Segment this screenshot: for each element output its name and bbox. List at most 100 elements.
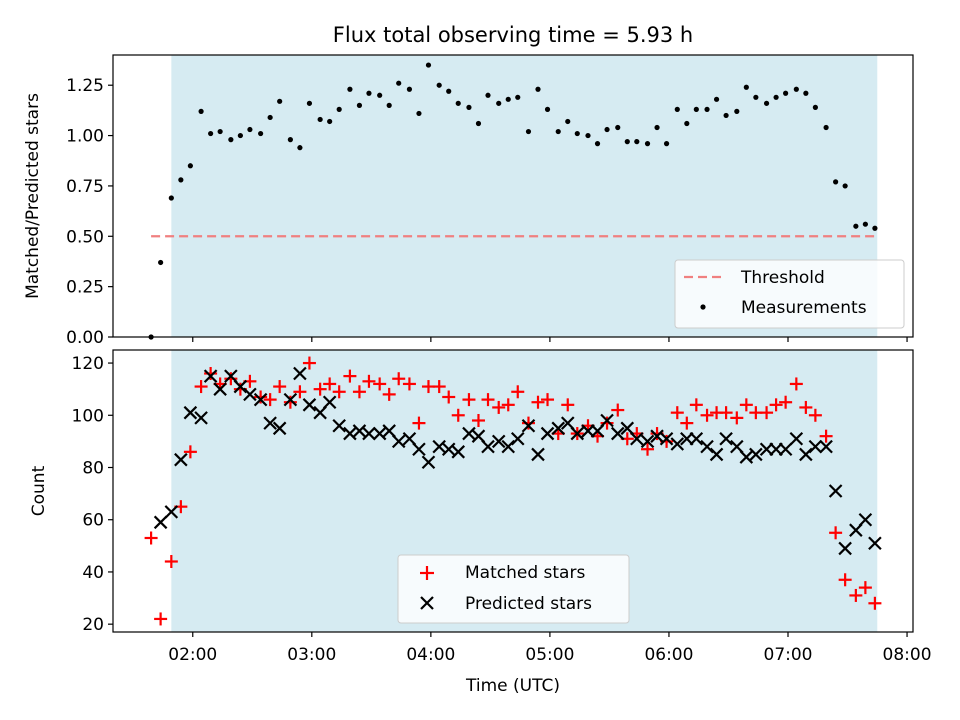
predicted-star-point (183, 405, 198, 420)
y-tick-label: 0.00 (66, 328, 104, 348)
measurement-point (496, 100, 502, 106)
predicted-star-point (194, 411, 208, 425)
predicted-star-point (451, 445, 466, 459)
matched-star-point (332, 385, 346, 399)
predicted-star-point (343, 426, 357, 441)
matched-star-point (313, 382, 327, 396)
matched-star-point (352, 385, 366, 399)
predicted-star-point (441, 442, 456, 457)
predicted-star-point (640, 434, 655, 449)
matched-star-point (521, 416, 535, 430)
predicted-star-point (432, 439, 446, 454)
predicted-star-point (670, 437, 685, 451)
top-legend-box (674, 259, 905, 329)
x-tick-label: 08:00 (883, 645, 932, 665)
matched-star-point (154, 612, 168, 626)
measurement-point (217, 128, 223, 135)
bottom-y-ticks: 20 40 60 80 100 120 (72, 354, 113, 635)
predicted-star-point (540, 426, 555, 441)
predicted-star-point (570, 426, 585, 441)
predicted-star-point (630, 431, 644, 446)
x-tick-label: 05:00 (525, 645, 574, 665)
measurements-legend-swatch (700, 304, 706, 310)
measurement-point (783, 90, 789, 96)
measurement-point (228, 137, 234, 143)
matched-star-point (144, 531, 158, 545)
measurement-point (416, 110, 422, 117)
predicted-star-point (272, 421, 287, 436)
predicted-star-point (709, 447, 724, 462)
matched-star-point (541, 393, 555, 407)
matched-star-point (739, 398, 753, 412)
measurement-point (178, 177, 184, 183)
bottom-panel: 20 40 60 80 100 120 02:00 03:00 04:00 05:00 06:00… (29, 349, 932, 696)
predicted-points (153, 366, 882, 556)
y-tick-label: 60 (82, 511, 104, 531)
predicted-star-point (391, 434, 406, 449)
measurement-point (544, 106, 551, 112)
predicted-star-point (293, 366, 307, 381)
measurements-legend-label: Measurements (741, 298, 867, 318)
predicted-star-point (868, 536, 882, 551)
matched-star-point (641, 442, 655, 456)
measurement-point (723, 112, 729, 119)
predicted-legend-label: Predicted stars (465, 594, 592, 614)
predicted-star-point (283, 392, 298, 407)
matched-star-point (730, 411, 744, 425)
measurement-point (812, 104, 818, 110)
x-tick-label: 07:00 (764, 645, 813, 665)
bottom-y-axis-label: Count (29, 465, 49, 516)
threshold-legend-label: Threshold (740, 268, 825, 288)
measurement-point (713, 96, 720, 102)
matched-star-point (412, 416, 426, 430)
measurement-point (258, 130, 264, 137)
measurement-point (574, 130, 580, 137)
matched-star-point (700, 408, 714, 422)
matched-star-point (511, 385, 525, 399)
measurement-point (396, 80, 402, 86)
matched-star-point (293, 385, 307, 399)
predicted-star-point (600, 413, 614, 428)
matched-star-point (373, 377, 387, 391)
y-tick-label: 20 (82, 615, 104, 635)
predicted-star-point (789, 431, 804, 446)
matched-star-point (471, 414, 485, 427)
x-tick-label: 03:00 (287, 645, 336, 665)
measurement-point (336, 106, 342, 112)
predicted-star-point (531, 447, 545, 462)
predicted-star-point (421, 455, 436, 470)
predicted-star-point (233, 379, 248, 394)
measurement-point (773, 94, 779, 100)
matched-star-point (868, 596, 882, 610)
measurement-point (555, 128, 561, 135)
predicted-star-point (243, 387, 257, 402)
measurement-point (634, 139, 640, 145)
measurement-point (842, 183, 848, 189)
matched-star-point (819, 429, 833, 443)
measurement-point (366, 90, 372, 96)
predicted-star-point (650, 429, 664, 443)
measurement-point (347, 86, 353, 92)
matched-star-point (451, 408, 465, 422)
measurement-point (446, 88, 452, 94)
matched-star-point (183, 445, 197, 459)
measurement-point (674, 106, 680, 112)
measurement-point (377, 92, 383, 98)
predicted-star-point (610, 426, 625, 441)
matched-star-point (531, 395, 545, 409)
measurement-point (833, 179, 839, 185)
top-y-ticks: 0.00 0.25 0.50 0.75 1.00 1.25 (66, 76, 113, 348)
measurement-point (317, 116, 323, 123)
measurement-point (198, 108, 204, 114)
bottom-x-ticks: 02:00 03:00 04:00 05:00 06:00 07:00 08:00 (168, 632, 932, 665)
matched-legend-label: Matched stars (465, 563, 585, 583)
predicted-star-point (203, 369, 218, 383)
measurement-point (455, 100, 461, 106)
predicted-star-point (263, 416, 277, 430)
measurement-point (356, 102, 363, 108)
measurement-point (158, 259, 164, 266)
top-legend: Threshold Measurements (674, 259, 905, 329)
measurement-point (168, 195, 174, 201)
measurement-point (277, 98, 283, 104)
measurement-point (475, 120, 482, 127)
